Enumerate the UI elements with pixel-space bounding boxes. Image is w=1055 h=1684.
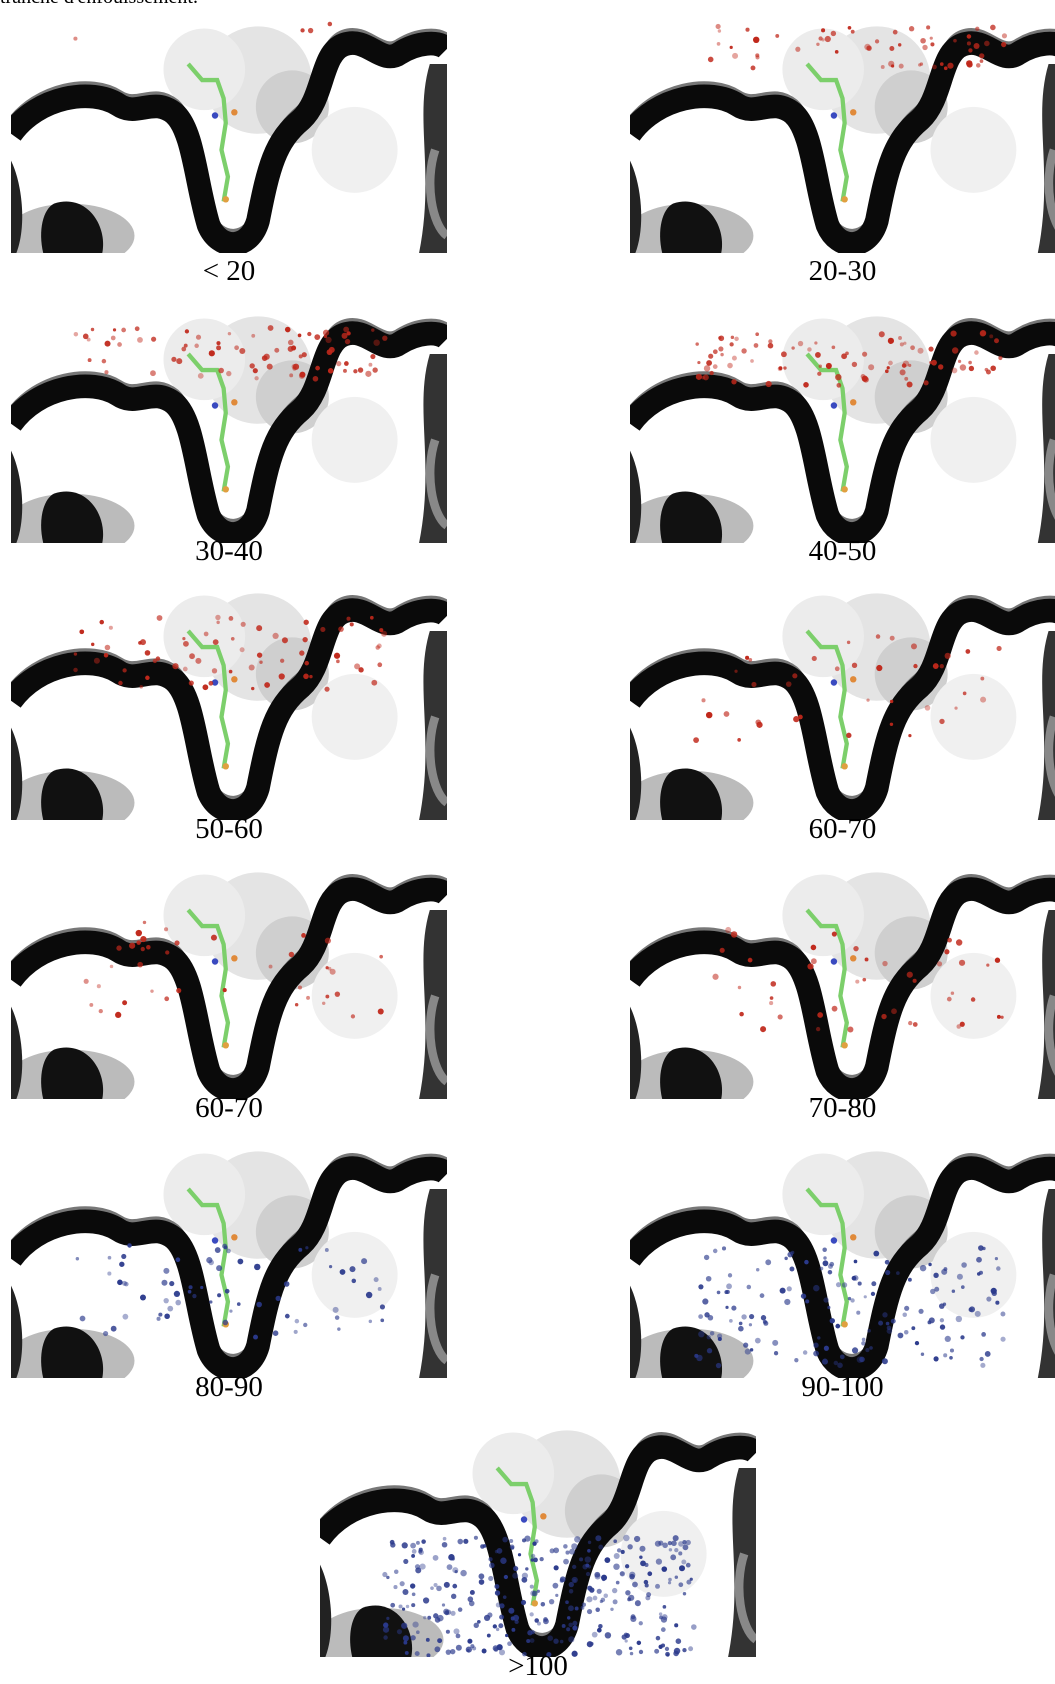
panel-image [11, 311, 447, 543]
surface-render [11, 867, 447, 1099]
panel-image [630, 867, 1055, 1099]
panel-image [630, 21, 1055, 253]
panel-label: 40-50 [808, 535, 877, 567]
panel-label: 80-90 [195, 1371, 263, 1403]
surface-render [630, 311, 1055, 543]
surface-render [630, 588, 1055, 820]
panel-image [11, 867, 447, 1099]
panel-label: 20-30 [808, 255, 877, 287]
caption-fragment: tranche d'enfouissement. [0, 0, 198, 9]
panel-label: < 20 [202, 255, 256, 287]
surface-render [11, 1146, 447, 1378]
panel-image [320, 1425, 756, 1657]
surface-render [630, 867, 1055, 1099]
panel-image [630, 311, 1055, 543]
surface-render [11, 588, 447, 820]
surface-render [11, 311, 447, 543]
surface-render [630, 1146, 1055, 1378]
panel-label: 70-80 [808, 1092, 877, 1124]
panel-label: 60-70 [808, 813, 877, 845]
surface-render [630, 21, 1055, 253]
panel-image [630, 1146, 1055, 1378]
surface-render [320, 1425, 756, 1657]
panel-label: 60-70 [195, 1092, 263, 1124]
panel-label: 30-40 [195, 535, 263, 567]
panel-label: 50-60 [195, 813, 263, 845]
panel-image [11, 1146, 447, 1378]
panel-image [11, 588, 447, 820]
panel-label: 90-100 [801, 1371, 884, 1403]
surface-render [11, 21, 447, 253]
panel-image [630, 588, 1055, 820]
panel-image [11, 21, 447, 253]
panel-label: >100 [508, 1650, 568, 1682]
